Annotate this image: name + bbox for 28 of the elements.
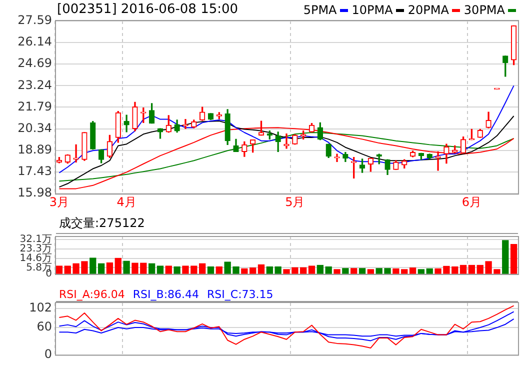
x-tick-label: 6月: [462, 194, 482, 209]
y-tick-label: 18.89: [18, 142, 52, 156]
y-tick-label: 60: [36, 320, 52, 334]
y-tick-label: 27.59: [18, 13, 52, 28]
text: RSI_B:86.44: [132, 288, 200, 301]
y-tick-label: 102: [29, 300, 52, 315]
legend-label: 30PMA: [464, 3, 505, 17]
y-tick-label: 26.14: [18, 34, 52, 49]
y-tick-label: 32.1万: [20, 234, 52, 245]
y-tick-label: 24.69: [18, 56, 52, 70]
y-tick-label: 0: [44, 346, 52, 361]
x-tick-label: 3月: [49, 194, 70, 209]
text: 成交量:275122: [59, 215, 145, 232]
chart-title: [002351] 2016-06-08 15:00: [57, 2, 238, 17]
y-tick-label: 17.43: [18, 164, 52, 178]
legend-label: 10PMA: [352, 3, 393, 17]
y-tick-label: 23.24: [18, 78, 52, 92]
y-tick-label: 15.98: [18, 186, 52, 200]
x-tick-label: 5月: [285, 194, 305, 209]
legend-label: 20PMA: [408, 3, 449, 17]
y-tick-label: 20.34: [18, 120, 52, 135]
y-tick-label: 23.3万: [20, 243, 52, 254]
legend-label: 5PMA: [303, 3, 337, 17]
y-tick-label: 21.79: [18, 99, 52, 114]
text: RSI_C:73.15: [207, 288, 274, 301]
text: RSI_A:96.04: [59, 288, 125, 301]
y-tick-label: 14.6万: [20, 252, 52, 264]
x-tick-label: 4月: [116, 194, 136, 209]
